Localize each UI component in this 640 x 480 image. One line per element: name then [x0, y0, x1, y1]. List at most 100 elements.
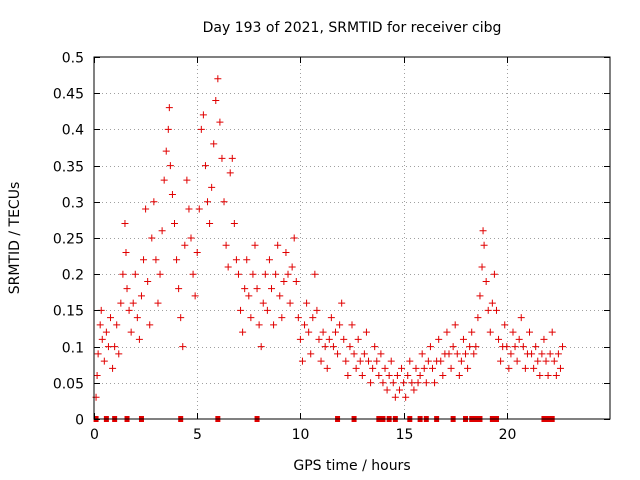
- data-point: [319, 328, 327, 336]
- data-point: [282, 248, 290, 256]
- data-point: [389, 379, 397, 387]
- y-tick-label: 0.5: [62, 51, 84, 67]
- tick-layer: 0 0.05 0.1 0.15 0.2 0.25 0.3 0.35 0.4 0.45 0.5 0 5 10…: [53, 51, 610, 443]
- data-point: [360, 350, 368, 358]
- data-point: [381, 364, 389, 372]
- x-axis-label: GPS time / hours: [293, 458, 410, 474]
- data-point: [160, 176, 168, 184]
- data-point: [449, 343, 457, 351]
- data-point: [447, 364, 455, 372]
- data-point: [350, 350, 358, 358]
- data-point: [422, 379, 430, 387]
- data-point: [296, 335, 304, 343]
- data-point: [428, 364, 436, 372]
- y-tick-label: 0.4: [62, 123, 84, 139]
- data-point: [472, 343, 480, 351]
- data-point: [272, 270, 280, 278]
- data-point: [369, 364, 377, 372]
- data-point: [406, 357, 414, 365]
- data-point: [410, 386, 418, 394]
- data-point: [261, 270, 269, 278]
- data-point: [303, 299, 311, 307]
- data-point: [383, 386, 391, 394]
- y-tick-label: 0.3: [62, 196, 84, 212]
- data-point: [540, 335, 548, 343]
- data-point: [290, 234, 298, 242]
- data-point: [479, 227, 487, 235]
- data-point: [344, 372, 352, 380]
- data-point: [544, 372, 552, 380]
- data-point: [505, 364, 513, 372]
- data-point: [451, 321, 459, 329]
- data-point: [358, 372, 366, 380]
- data-point: [263, 306, 271, 314]
- data-point: [453, 350, 461, 358]
- data-point: [478, 263, 486, 271]
- data-point: [509, 328, 517, 336]
- data-point: [165, 104, 173, 112]
- data-point: [486, 328, 494, 336]
- data-point: [513, 357, 521, 365]
- data-point: [117, 299, 125, 307]
- data-point: [181, 241, 189, 249]
- data-point: [501, 321, 509, 329]
- data-point: [104, 343, 112, 351]
- data-point: [420, 364, 428, 372]
- data-point: [245, 292, 253, 300]
- data-point: [412, 364, 420, 372]
- data-point: [119, 270, 127, 278]
- data-point: [121, 220, 129, 228]
- data-point: [305, 328, 313, 336]
- data-point: [519, 343, 527, 351]
- data-point: [470, 350, 478, 358]
- data-point: [431, 379, 439, 387]
- data-point: [201, 162, 209, 170]
- data-point: [464, 364, 472, 372]
- data-point: [177, 314, 185, 322]
- data-point: [402, 393, 410, 401]
- y-axis-label: SRMTID / TECUs: [7, 182, 23, 295]
- point-layer: [92, 75, 567, 422]
- data-point: [528, 350, 536, 358]
- data-point: [93, 372, 101, 380]
- data-point: [234, 270, 242, 278]
- y-tick-label: 0.15: [53, 304, 84, 320]
- data-point: [241, 285, 249, 293]
- data-point: [280, 277, 288, 285]
- data-point: [455, 372, 463, 380]
- data-point: [462, 350, 470, 358]
- data-point: [459, 335, 467, 343]
- data-point: [548, 328, 556, 336]
- data-point: [484, 306, 492, 314]
- data-point: [391, 393, 399, 401]
- data-point: [253, 285, 261, 293]
- data-point: [515, 335, 523, 343]
- data-point: [313, 306, 321, 314]
- y-tick-label: 0: [75, 413, 84, 429]
- data-point: [195, 205, 203, 213]
- data-point: [102, 328, 110, 336]
- data-point: [371, 343, 379, 351]
- data-point: [249, 270, 257, 278]
- data-point: [173, 256, 181, 264]
- data-point: [294, 314, 302, 322]
- data-point: [309, 314, 317, 322]
- data-point: [224, 263, 232, 271]
- x-tick-label: 5: [193, 427, 202, 443]
- data-point: [142, 205, 150, 213]
- data-point: [226, 169, 234, 177]
- data-point: [187, 234, 195, 242]
- data-point: [150, 198, 158, 206]
- data-point: [317, 357, 325, 365]
- data-point: [189, 270, 197, 278]
- data-point: [208, 183, 216, 191]
- data-point: [445, 350, 453, 358]
- data-point: [507, 350, 515, 358]
- data-point: [327, 314, 335, 322]
- data-point: [131, 270, 139, 278]
- data-point: [255, 321, 263, 329]
- data-point: [418, 350, 426, 358]
- y-tick-label: 0.05: [53, 377, 84, 393]
- data-point: [385, 372, 393, 380]
- data-point: [247, 314, 255, 322]
